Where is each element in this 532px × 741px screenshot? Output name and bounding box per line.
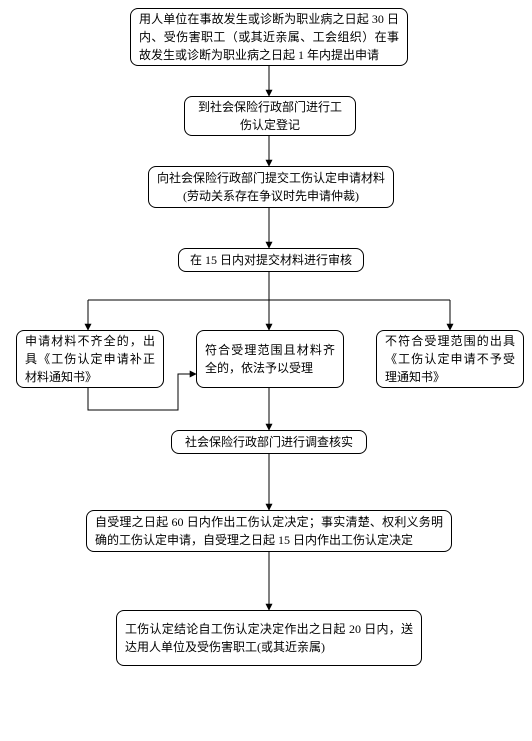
node-rejected: 不符合受理范围的出具《工伤认定申请不予受理通知书》 (376, 330, 524, 388)
node-register: 到社会保险行政部门进行工伤认定登记 (184, 96, 356, 136)
node-review-15-days: 在 15 日内对提交材料进行审核 (178, 248, 364, 272)
node-decision: 自受理之日起 60 日内作出工伤认定决定；事实清楚、权利义务明确的工伤认定申请，… (86, 510, 452, 552)
node-submit-materials: 向社会保险行政部门提交工伤认定申请材料(劳动关系存在争议时先申请仲裁) (148, 166, 394, 208)
node-investigate: 社会保险行政部门进行调查核实 (171, 430, 367, 454)
node-apply: 用人单位在事故发生或诊断为职业病之日起 30 日内、受伤害职工（或其近亲属、工会… (130, 8, 408, 66)
node-incomplete: 申请材料不齐全的，出具《工伤认定申请补正材料通知书》 (16, 330, 164, 388)
node-deliver: 工伤认定结论自工伤认定决定作出之日起 20 日内，送达用人单位及受伤害职工(或其… (116, 610, 422, 666)
node-accepted: 符合受理范围且材料齐全的，依法予以受理 (196, 330, 344, 388)
